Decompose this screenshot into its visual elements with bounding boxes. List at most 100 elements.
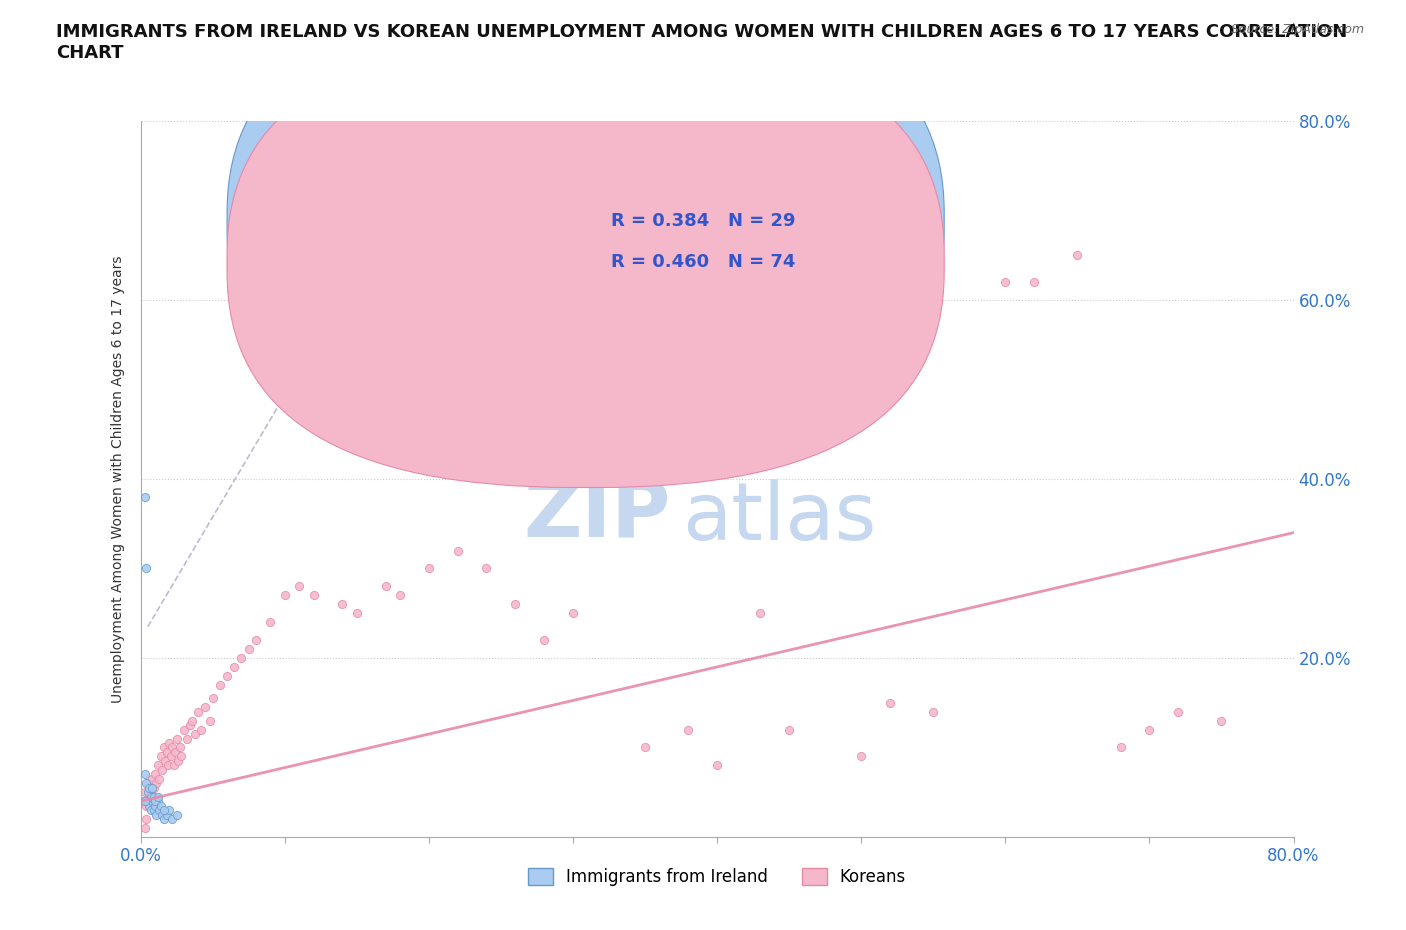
Koreans: [149, 749, 172, 764]
Immigrants from Ireland: [152, 803, 174, 817]
Immigrants from Ireland: [141, 794, 163, 809]
Text: ZIP: ZIP: [523, 476, 671, 553]
Koreans: [187, 704, 209, 719]
Koreans: [922, 704, 945, 719]
Koreans: [138, 794, 160, 809]
Koreans: [274, 588, 297, 603]
Koreans: [142, 780, 165, 795]
Koreans: [678, 722, 700, 737]
Koreans: [749, 605, 772, 620]
Koreans: [190, 722, 212, 737]
Koreans: [163, 758, 186, 773]
FancyBboxPatch shape: [228, 0, 945, 446]
Koreans: [136, 776, 159, 790]
Koreans: [160, 749, 183, 764]
Koreans: [156, 758, 179, 773]
Koreans: [288, 578, 311, 594]
Koreans: [148, 771, 170, 786]
Koreans: [1167, 704, 1189, 719]
Koreans: [155, 745, 177, 760]
Koreans: [1211, 713, 1233, 728]
Koreans: [447, 543, 470, 558]
Text: IMMIGRANTS FROM IRELAND VS KOREAN UNEMPLOYMENT AMONG WOMEN WITH CHILDREN AGES 6 : IMMIGRANTS FROM IRELAND VS KOREAN UNEMPL…: [56, 23, 1347, 62]
Koreans: [134, 785, 156, 800]
Koreans: [135, 812, 157, 827]
Koreans: [181, 713, 204, 728]
Koreans: [224, 659, 246, 674]
Immigrants from Ireland: [139, 790, 162, 804]
Immigrants from Ireland: [145, 807, 167, 822]
Koreans: [141, 771, 163, 786]
Koreans: [332, 597, 354, 612]
Koreans: [475, 561, 498, 576]
Immigrants from Ireland: [162, 812, 184, 827]
Koreans: [346, 605, 368, 620]
Koreans: [179, 718, 201, 733]
Koreans: [562, 605, 585, 620]
Koreans: [706, 758, 728, 773]
Koreans: [152, 740, 174, 755]
Immigrants from Ireland: [139, 803, 162, 817]
Koreans: [135, 798, 157, 813]
Koreans: [143, 767, 166, 782]
Koreans: [134, 820, 156, 835]
Immigrants from Ireland: [155, 807, 177, 822]
Koreans: [159, 736, 180, 751]
Koreans: [217, 669, 239, 684]
Koreans: [165, 745, 187, 760]
Immigrants from Ireland: [135, 561, 157, 576]
Koreans: [176, 731, 198, 746]
Koreans: [374, 578, 396, 594]
Koreans: [201, 691, 224, 706]
Immigrants from Ireland: [135, 776, 157, 790]
Koreans: [238, 642, 260, 657]
Koreans: [994, 274, 1017, 289]
Koreans: [418, 561, 440, 576]
Immigrants from Ireland: [142, 790, 165, 804]
Koreans: [194, 699, 217, 714]
Koreans: [184, 726, 207, 741]
Koreans: [1109, 740, 1132, 755]
Koreans: [169, 740, 191, 755]
Koreans: [1139, 722, 1161, 737]
Immigrants from Ireland: [134, 794, 156, 809]
Koreans: [173, 722, 195, 737]
Immigrants from Ireland: [150, 807, 173, 822]
Koreans: [245, 632, 267, 647]
Koreans: [1066, 247, 1088, 262]
Immigrants from Ireland: [138, 798, 160, 813]
Koreans: [198, 713, 221, 728]
Koreans: [388, 588, 411, 603]
Immigrants from Ireland: [138, 780, 160, 795]
Text: Source: ZipAtlas.com: Source: ZipAtlas.com: [1230, 23, 1364, 36]
Koreans: [162, 740, 184, 755]
Koreans: [302, 588, 325, 603]
Koreans: [153, 753, 176, 768]
Koreans: [132, 794, 155, 809]
Immigrants from Ireland: [141, 780, 163, 795]
Koreans: [167, 753, 190, 768]
Koreans: [146, 758, 169, 773]
Koreans: [503, 597, 526, 612]
Immigrants from Ireland: [134, 767, 156, 782]
Immigrants from Ireland: [152, 812, 174, 827]
Immigrants from Ireland: [143, 794, 166, 809]
Koreans: [231, 651, 253, 666]
Koreans: [1024, 274, 1046, 289]
Immigrants from Ireland: [159, 803, 180, 817]
Text: R = 0.460   N = 74: R = 0.460 N = 74: [612, 253, 796, 271]
Koreans: [778, 722, 800, 737]
Koreans: [634, 740, 657, 755]
Text: R = 0.384   N = 29: R = 0.384 N = 29: [612, 212, 796, 230]
Legend: Immigrants from Ireland, Koreans: Immigrants from Ireland, Koreans: [522, 861, 912, 893]
Immigrants from Ireland: [136, 785, 159, 800]
Koreans: [849, 749, 872, 764]
Koreans: [879, 696, 901, 711]
FancyBboxPatch shape: [228, 38, 945, 487]
Immigrants from Ireland: [134, 489, 156, 504]
Koreans: [145, 776, 167, 790]
Koreans: [208, 677, 231, 692]
Koreans: [166, 731, 188, 746]
Immigrants from Ireland: [149, 798, 172, 813]
Koreans: [533, 632, 555, 647]
